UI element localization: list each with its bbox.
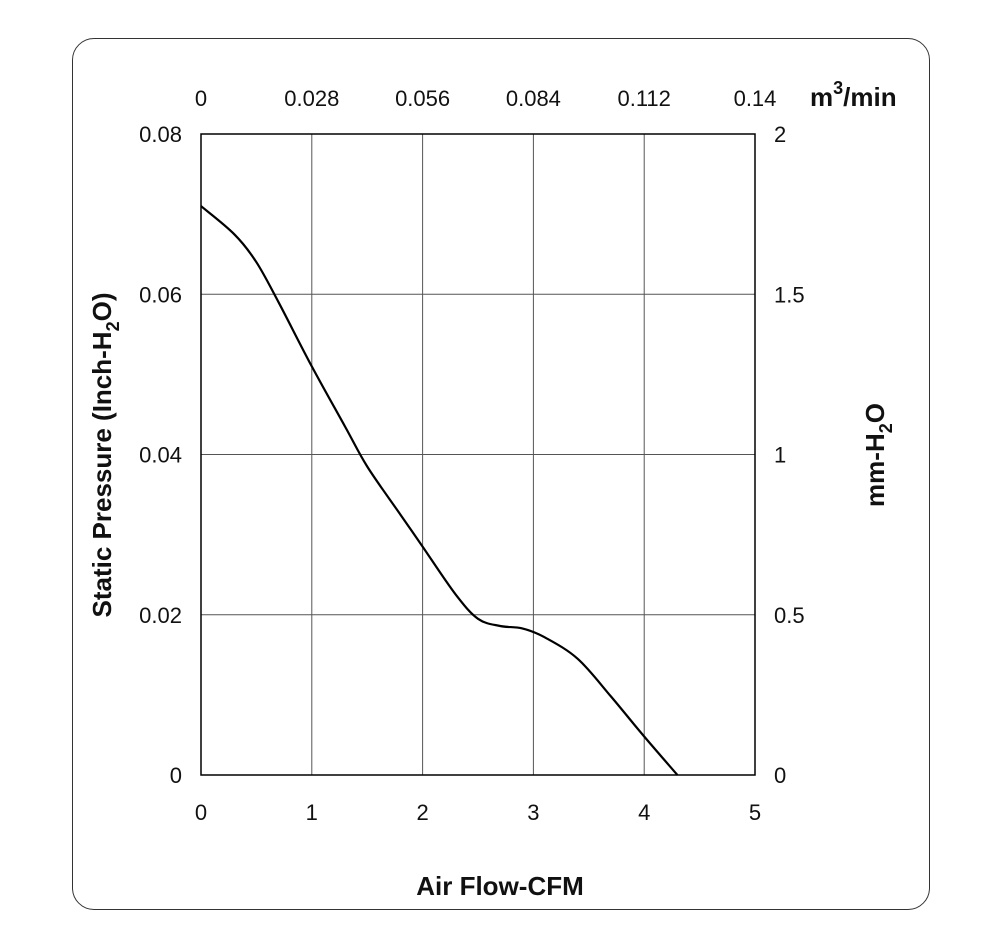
y-tick-label: 0.02: [139, 603, 182, 628]
y2-tick-label: 0: [774, 763, 786, 788]
x-tick-label: 0: [195, 800, 207, 825]
x-tick-label: 5: [749, 800, 761, 825]
x2-tick-label: 0.028: [284, 86, 339, 111]
y-axis-title: Static Pressure (Inch-H2O): [87, 293, 123, 618]
x2-tick-label: 0.084: [506, 86, 561, 111]
top-axis-title: m3/min: [810, 78, 897, 112]
y2-tick-label: 1.5: [774, 282, 805, 307]
right-axis-title: mm-H2O: [860, 403, 896, 507]
y2-tick-label: 2: [774, 122, 786, 147]
chart-frame: [72, 38, 930, 910]
grid-lines: [201, 134, 755, 775]
x2-tick-label: 0: [195, 86, 207, 111]
x2-tick-label: 0.112: [617, 86, 670, 111]
x-tick-label: 2: [416, 800, 428, 825]
y2-tick-label: 1: [774, 443, 786, 468]
x-tick-label: 3: [527, 800, 539, 825]
x-tick-label: 1: [306, 800, 318, 825]
x-tick-label: 4: [638, 800, 650, 825]
x-axis-title: Air Flow-CFM: [416, 871, 584, 901]
y-tick-label: 0.06: [139, 282, 182, 307]
plot-area: [200, 133, 756, 776]
y-tick-label: 0: [170, 763, 182, 788]
series-line: [200, 205, 679, 776]
x2-tick-label: 0.14: [734, 86, 777, 111]
y-tick-label: 0.08: [139, 122, 182, 147]
y2-tick-label: 0.5: [774, 603, 805, 628]
x2-tick-label: 0.056: [395, 86, 450, 111]
y-tick-label: 0.04: [139, 443, 182, 468]
